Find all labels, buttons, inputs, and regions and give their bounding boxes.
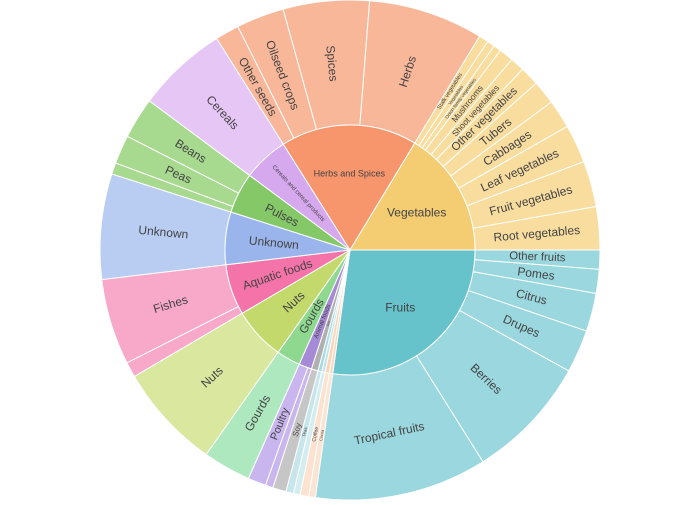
outer-ring (99, 0, 601, 501)
label-outer-coffee: Coffee (311, 426, 320, 442)
label-inner-herbs-and-spices: Herbs and Spices (314, 169, 386, 179)
label-outer-pomes: Pomes (517, 264, 556, 283)
label-outer-spices: Spices (323, 45, 340, 82)
inner-ring (224, 124, 476, 376)
label-outer-other-fruits: Other fruits (509, 250, 566, 264)
label-inner-fruits: Fruits (385, 301, 415, 315)
inner-segment-herbs-and-spices[interactable] (282, 124, 416, 251)
label-inner-soy: Soy (326, 320, 332, 327)
label-outer-cocoa: Cocoa (318, 428, 325, 441)
label-outer-unknown: Unknown (138, 223, 189, 242)
label-inner-unknown: Unknown (248, 233, 299, 252)
label-inner-vegetables: Vegetables (387, 205, 446, 219)
label-outer-soy: Soy (291, 422, 304, 438)
label-outer-teas: Teas (301, 426, 308, 437)
inner-segment-fruits[interactable] (332, 249, 476, 376)
inner-segment-vegetables[interactable] (349, 142, 476, 251)
